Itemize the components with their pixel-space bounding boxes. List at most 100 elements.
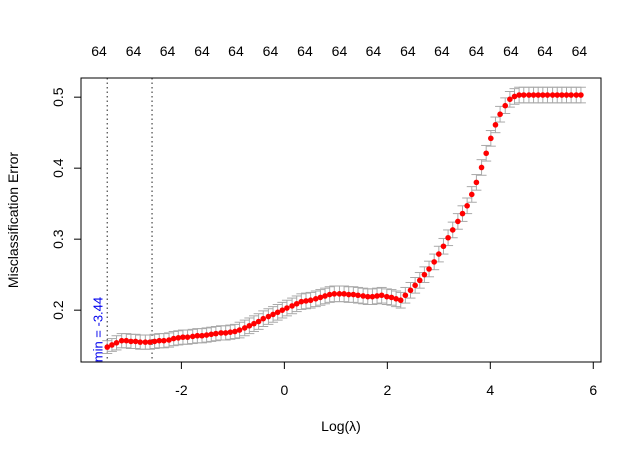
data-point-45 xyxy=(317,294,324,301)
data-point-57 xyxy=(374,293,380,299)
data-point-1 xyxy=(109,342,115,348)
data-point-69 xyxy=(431,259,437,265)
data-point-7 xyxy=(137,339,144,345)
data-point-37 xyxy=(279,307,286,313)
data-point-77 xyxy=(468,191,475,198)
data-point-79 xyxy=(478,164,485,171)
data-point-67 xyxy=(421,271,428,278)
data-point-29 xyxy=(241,325,248,331)
data-point-9 xyxy=(147,339,153,345)
data-point-20 xyxy=(199,332,205,339)
data-point-64 xyxy=(407,287,414,294)
data-point-98 xyxy=(568,92,574,98)
top-tick-label-12: 64 xyxy=(503,43,519,59)
x-tick-label-0: -2 xyxy=(175,382,188,398)
data-point-56 xyxy=(369,293,376,300)
data-point-75 xyxy=(459,210,466,217)
data-point-59 xyxy=(384,293,390,300)
data-point-43 xyxy=(307,297,314,304)
data-point-66 xyxy=(416,277,423,284)
data-point-11 xyxy=(156,337,163,344)
data-point-53 xyxy=(355,292,361,299)
top-tick-label-1: 64 xyxy=(126,43,142,59)
data-point-93 xyxy=(544,92,551,98)
data-point-95 xyxy=(554,92,561,98)
data-point-73 xyxy=(449,227,456,233)
x-axis-title: Log(λ) xyxy=(321,418,361,434)
data-point-39 xyxy=(289,303,295,309)
data-point-23 xyxy=(213,330,219,337)
data-point-78 xyxy=(473,179,480,186)
data-point-100 xyxy=(578,92,584,98)
data-point-2 xyxy=(113,340,120,346)
data-point-32 xyxy=(255,318,262,325)
y-tick-label-2: 0.4 xyxy=(50,158,66,178)
data-point-5 xyxy=(128,338,134,345)
data-point-62 xyxy=(397,297,404,304)
data-point-28 xyxy=(236,327,243,333)
data-point-70 xyxy=(436,251,442,257)
data-point-36 xyxy=(274,309,281,316)
data-point-68 xyxy=(426,266,432,272)
data-point-52 xyxy=(350,291,357,298)
data-point-42 xyxy=(303,298,309,304)
data-point-60 xyxy=(388,294,395,301)
data-point-88 xyxy=(520,92,527,98)
data-point-99 xyxy=(573,92,580,98)
data-point-63 xyxy=(402,292,409,299)
y-axis: 0.2 0.3 0.4 0.5 xyxy=(50,87,82,320)
data-point-96 xyxy=(559,92,565,98)
top-tick-label-9: 64 xyxy=(400,43,416,59)
data-point-74 xyxy=(455,218,461,225)
top-tick-label-7: 64 xyxy=(332,43,348,59)
data-point-4 xyxy=(123,337,130,344)
top-tick-label-8: 64 xyxy=(366,43,382,59)
x-tick-label-2: 2 xyxy=(383,382,391,398)
data-point-40 xyxy=(293,300,300,307)
data-point-10 xyxy=(151,338,158,345)
data-points xyxy=(104,92,584,350)
data-point-58 xyxy=(378,292,385,299)
data-point-50 xyxy=(341,291,347,297)
data-point-87 xyxy=(516,92,522,98)
data-point-17 xyxy=(184,334,191,340)
data-point-92 xyxy=(540,92,546,98)
data-point-72 xyxy=(445,234,451,241)
data-point-54 xyxy=(360,293,366,299)
y-axis-title: Misclassification Error xyxy=(5,152,21,288)
data-point-22 xyxy=(208,331,215,338)
top-tick-label-11: 64 xyxy=(469,43,485,59)
x-axis: -2 0 2 4 6 xyxy=(175,361,597,398)
data-point-15 xyxy=(175,335,182,341)
top-tick-label-13: 64 xyxy=(537,43,553,59)
annotation-layer: log(λ)_min = -3.44 xyxy=(90,297,105,362)
data-point-51 xyxy=(345,291,352,298)
data-point-90 xyxy=(530,92,537,98)
data-point-47 xyxy=(326,291,333,298)
data-point-76 xyxy=(464,203,470,209)
data-point-14 xyxy=(170,335,177,342)
top-tick-label-5: 64 xyxy=(263,43,279,59)
data-point-6 xyxy=(132,338,139,345)
data-point-86 xyxy=(511,93,518,100)
data-point-84 xyxy=(502,102,509,109)
data-point-30 xyxy=(246,322,253,329)
top-tick-label-14: 64 xyxy=(572,43,588,59)
x-tick-label-4: 6 xyxy=(589,382,597,398)
top-tick-label-3: 64 xyxy=(194,43,210,59)
data-point-83 xyxy=(497,111,503,118)
data-point-55 xyxy=(364,293,371,300)
data-point-16 xyxy=(180,334,186,340)
data-point-0 xyxy=(104,344,111,350)
data-point-80 xyxy=(483,150,489,157)
top-tick-label-10: 64 xyxy=(434,43,450,59)
x-tick-label-3: 4 xyxy=(486,382,494,398)
data-point-89 xyxy=(526,92,532,98)
data-point-85 xyxy=(507,96,513,103)
data-point-19 xyxy=(194,332,201,339)
data-point-21 xyxy=(203,332,210,338)
data-point-94 xyxy=(549,92,556,98)
top-axis: 64 64 64 64 64 64 64 64 64 64 64 64 64 64 64 xyxy=(91,43,587,59)
data-point-41 xyxy=(298,298,305,305)
